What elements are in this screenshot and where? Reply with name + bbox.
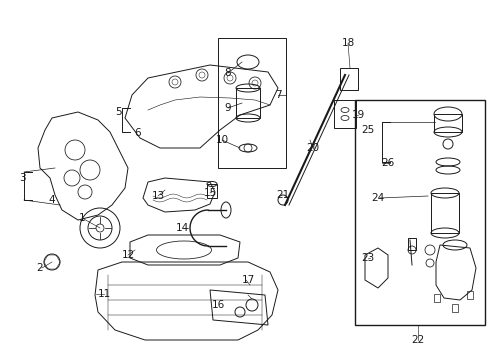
Text: 20: 20 — [306, 143, 319, 153]
Text: 7: 7 — [274, 90, 281, 100]
Text: 19: 19 — [351, 110, 364, 120]
Text: 21: 21 — [276, 190, 289, 200]
Text: 13: 13 — [151, 191, 164, 201]
Text: 6: 6 — [134, 128, 141, 138]
Text: 12: 12 — [121, 250, 134, 260]
Bar — [354, 100, 484, 325]
Bar — [333, 100, 355, 128]
Bar — [433, 114, 461, 132]
Text: 9: 9 — [224, 103, 231, 113]
Bar — [430, 193, 458, 233]
Text: 2: 2 — [37, 263, 43, 273]
Text: 1: 1 — [79, 213, 85, 223]
Text: 23: 23 — [361, 253, 374, 263]
Text: 15: 15 — [203, 188, 216, 198]
Text: 17: 17 — [241, 275, 254, 285]
Text: 10: 10 — [215, 135, 228, 145]
Bar — [339, 68, 357, 90]
Text: 8: 8 — [224, 68, 231, 78]
Bar — [236, 88, 260, 118]
Text: 4: 4 — [49, 195, 55, 205]
Bar — [407, 238, 415, 250]
Bar — [451, 304, 457, 312]
Bar — [206, 184, 217, 198]
Bar — [433, 294, 439, 302]
Bar — [466, 291, 472, 299]
Text: 16: 16 — [211, 300, 224, 310]
Text: 22: 22 — [410, 335, 424, 345]
Text: 3: 3 — [19, 173, 25, 183]
Text: 18: 18 — [341, 38, 354, 48]
Text: 14: 14 — [175, 223, 188, 233]
Bar — [218, 38, 285, 168]
Text: 11: 11 — [97, 289, 110, 299]
Text: 5: 5 — [115, 107, 121, 117]
Text: 24: 24 — [370, 193, 384, 203]
Text: 25: 25 — [361, 125, 374, 135]
Text: 26: 26 — [381, 158, 394, 168]
